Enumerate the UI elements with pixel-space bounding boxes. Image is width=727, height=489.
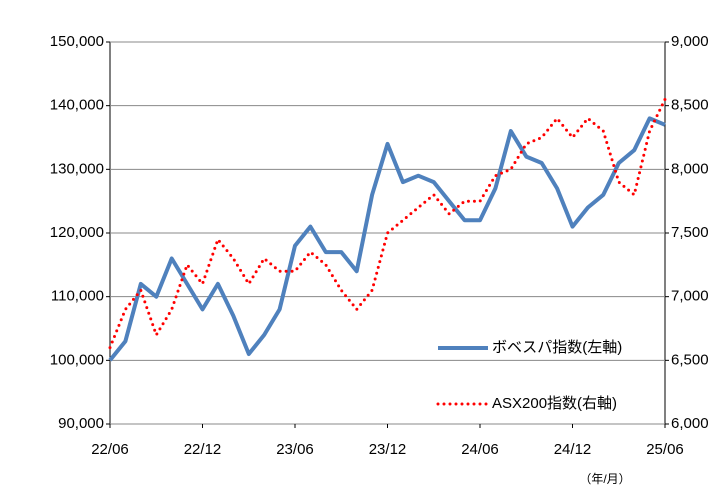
y2-tick-label: 7,500	[671, 224, 709, 241]
y-tick-label: 120,000	[50, 224, 104, 241]
y2-tick-label: 6,500	[671, 351, 709, 368]
x-tick-label: 24/12	[554, 441, 592, 458]
x-tick-label: 23/06	[276, 441, 314, 458]
x-axis-note: （年/月）	[579, 472, 630, 486]
legend-label: ASX200指数(右軸)	[492, 395, 617, 412]
y2-tick-label: 7,000	[671, 288, 709, 305]
y2-tick-label: 8,000	[671, 160, 709, 177]
y-tick-label: 90,000	[58, 415, 104, 432]
x-tick-label: 24/06	[461, 441, 499, 458]
x-tick-label: 22/06	[91, 441, 129, 458]
y-tick-label: 100,000	[50, 351, 104, 368]
x-tick-label: 23/12	[369, 441, 407, 458]
y2-tick-label: 8,500	[671, 97, 709, 114]
x-tick-label: 25/06	[646, 441, 684, 458]
y-tick-label: 130,000	[50, 160, 104, 177]
legend-label: ボベスパ指数(左軸)	[492, 339, 622, 356]
y-tick-label: 150,000	[50, 33, 104, 50]
series-line	[108, 116, 666, 362]
y-tick-label: 140,000	[50, 97, 104, 114]
y2-tick-label: 6,000	[671, 415, 709, 432]
y-tick-label: 110,000	[51, 288, 104, 305]
y2-tick-label: 9,000	[671, 33, 709, 50]
series-line	[108, 97, 667, 350]
x-tick-label: 22/12	[184, 441, 222, 458]
